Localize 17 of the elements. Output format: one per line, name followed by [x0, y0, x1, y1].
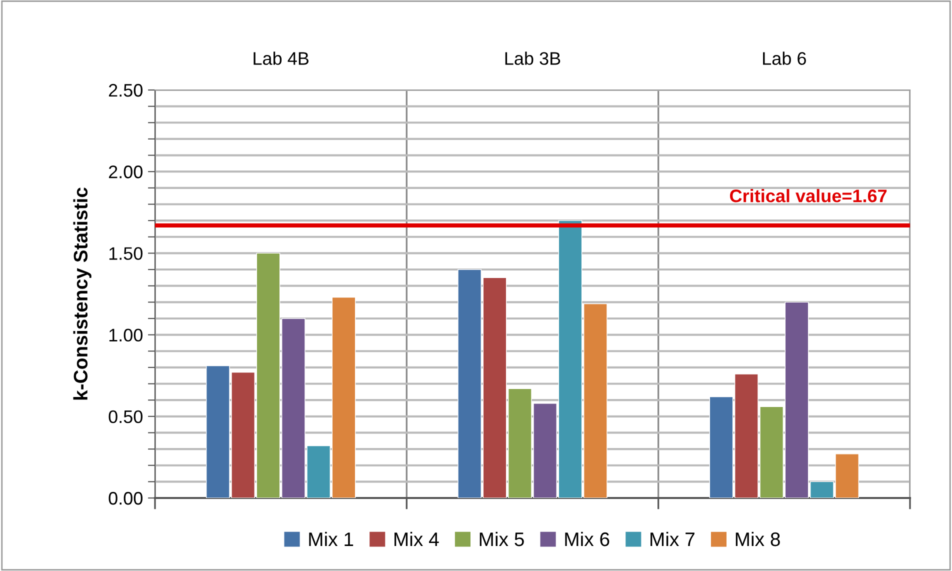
legend-label: Mix 7	[650, 532, 694, 546]
legend-label: Mix 8	[736, 532, 780, 546]
legend-label: Mix 1	[309, 532, 354, 546]
y-tick-label: 1.50	[109, 247, 142, 260]
ref-line-label: Critical value=1.67	[730, 189, 887, 202]
legend-label: Mix 4	[394, 532, 439, 546]
y-tick-label: 2.50	[108, 84, 142, 97]
x-tick-label: Lab 3B	[505, 52, 560, 65]
y-axis-title: k-Consistency Statistic	[73, 188, 92, 400]
legend-label: Mix 6	[565, 532, 610, 546]
y-tick-label: 2.00	[108, 166, 142, 178]
y-tick-label: 1.00	[109, 328, 142, 342]
x-tick-label: Lab 6	[763, 52, 806, 65]
y-tick-label: 0.50	[108, 410, 142, 424]
y-tick-label: 0.00	[108, 492, 142, 505]
x-tick-label: Lab 4B	[254, 52, 308, 65]
legend-label: Mix 5	[480, 532, 524, 546]
